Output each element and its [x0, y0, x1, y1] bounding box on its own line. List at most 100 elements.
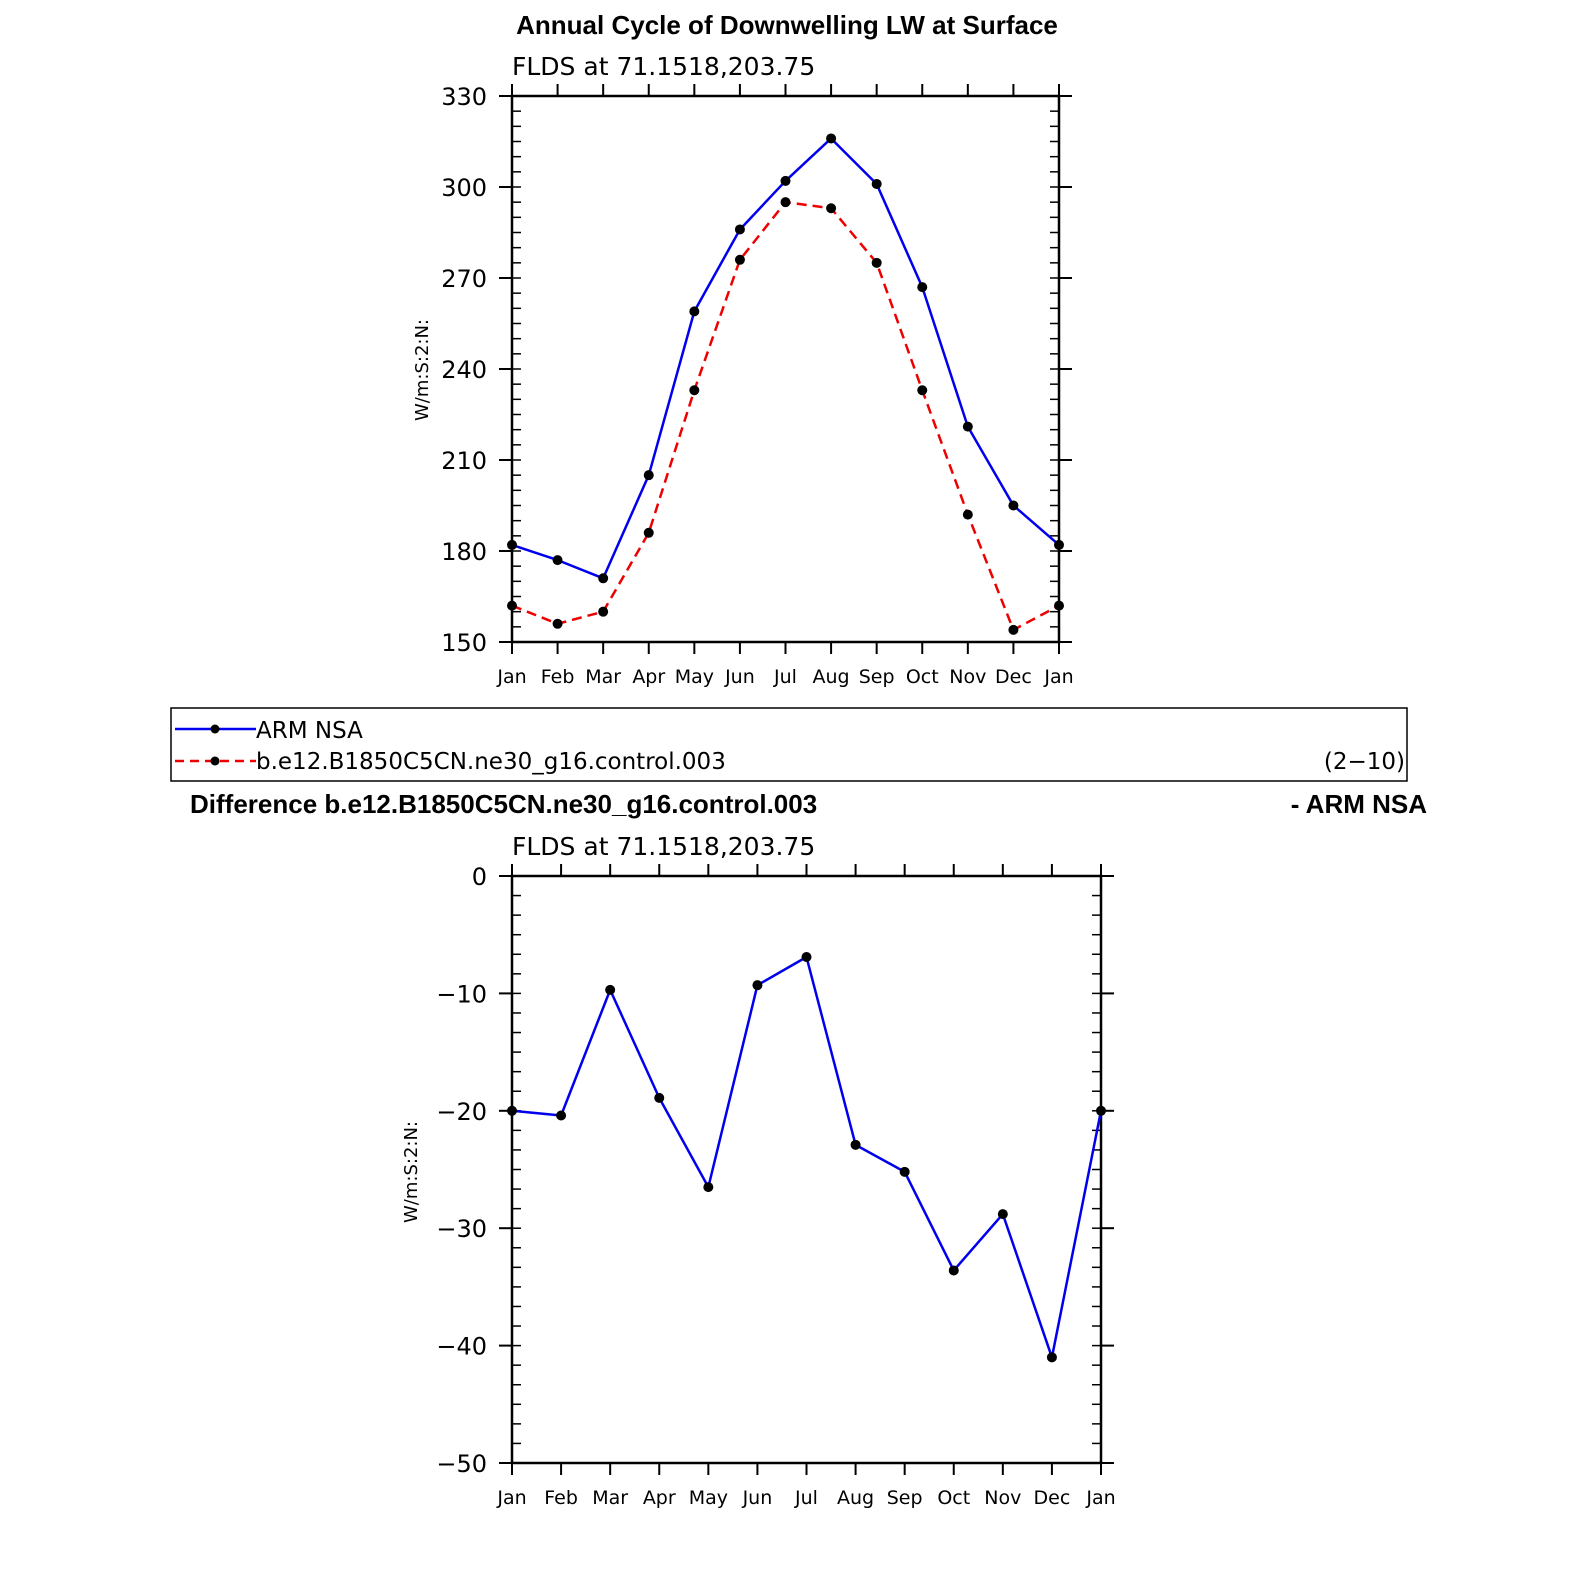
diff-series-0-point [850, 1139, 861, 1150]
diff-plot-border [510, 874, 1103, 1465]
series-1-point [734, 254, 745, 265]
diff-x-tick-label: Nov [984, 1487, 1021, 1509]
series-0-point [507, 539, 517, 550]
diff-series-0-point [605, 984, 616, 995]
diff-x-tick-label: Aug [837, 1487, 874, 1509]
series-1-point [962, 509, 973, 520]
series-1-point [1054, 600, 1064, 611]
series-0-point [826, 133, 837, 144]
diff-series-0-point [997, 1209, 1008, 1220]
x-tick-label: Mar [585, 666, 621, 688]
diff-y-tick-label: 0 [472, 863, 487, 891]
series-line-1 [511, 200, 1060, 632]
diff-series-0-point [1096, 1105, 1106, 1116]
annual-cycle-panel: Annual Cycle of Downwelling LW at Surfac… [412, 10, 1074, 688]
x-tick-label: May [675, 666, 714, 688]
series-0-point [871, 178, 882, 189]
series-1-point [507, 600, 517, 611]
y-tick-label: 180 [441, 538, 487, 566]
x-tick-label: Oct [906, 666, 939, 688]
diff-x-tick-label: Dec [1034, 1487, 1071, 1509]
chart-subtitle: FLDS at 71.1518,203.75 [512, 52, 815, 81]
diff-x-tick-label: Sep [887, 1487, 923, 1509]
diff-series-0-point [556, 1110, 567, 1121]
diff-series-0-point [899, 1166, 910, 1177]
y-tick-label: 270 [441, 265, 487, 293]
difference-plot-frame: Jan Feb Mar Apr May Jun Jul Aug Sep Oct Nov Dec Jan 0… [436, 863, 1115, 1509]
legend-label-obs: ARM NSA [256, 718, 363, 744]
difference-series-layer [507, 952, 1106, 1363]
series-1-point [552, 618, 563, 629]
legend-frame [170, 707, 1408, 782]
x-tick-label: Jul [773, 666, 797, 688]
series-0-point [780, 175, 791, 186]
series-0-point [1008, 500, 1019, 511]
series-1-point [826, 203, 837, 214]
diff-y-tick-label: −30 [436, 1215, 487, 1243]
plot-frame: Jan Feb Mar Apr May Jun Jul Aug Sep Oct Nov Dec Jan 3… [441, 83, 1073, 688]
y-tick-label: 210 [441, 447, 487, 475]
diff-x-tick-label: Apr [643, 1487, 676, 1509]
diff-series-0-point [1046, 1352, 1057, 1363]
diff-series-0-point [703, 1182, 714, 1193]
x-tick-label: Sep [859, 666, 895, 688]
series-0-point [689, 306, 700, 317]
series-1-point [871, 257, 882, 268]
diff-x-tick-label: Jan [1085, 1487, 1115, 1509]
difference-subtitle: FLDS at 71.1518,203.75 [512, 832, 815, 861]
y-tick-label: 330 [441, 83, 487, 111]
x-tick-label: Jan [1043, 666, 1073, 688]
x-tick-label: Aug [813, 666, 850, 688]
difference-title-right: - ARM NSA [1291, 789, 1427, 819]
diff-series-0-point [801, 952, 812, 963]
diff-y-tick-label: −20 [436, 1098, 487, 1126]
diff-series-0-point [948, 1265, 959, 1276]
diff-y-tick-label: −50 [436, 1450, 487, 1478]
series-0-point [598, 573, 609, 584]
legend-marker-obs [210, 724, 220, 734]
series-0-point [552, 555, 563, 566]
chart-title: Annual Cycle of Downwelling LW at Surfac… [516, 10, 1058, 40]
x-tick-label: Feb [541, 666, 575, 688]
diff-series-0-point [654, 1092, 665, 1103]
series-1-point [598, 606, 609, 617]
series-1-point [780, 197, 791, 208]
legend-label-model: b.e12.B1850C5CN.ne30_g16.control.003 [256, 749, 726, 775]
diff-x-tick-label: Feb [544, 1487, 578, 1509]
series-1-point [917, 385, 928, 396]
x-tick-label: Dec [995, 666, 1032, 688]
series-0-point [962, 421, 973, 432]
difference-title: Difference b.e12.B1850C5CN.ne30_g16.cont… [190, 789, 817, 819]
x-tick-label: Jan [496, 666, 526, 688]
legend-note: (2−10) [1324, 749, 1405, 775]
diff-x-tick-label: Mar [592, 1487, 628, 1509]
y-axis-label: W/m:S:2:N: [412, 319, 433, 421]
difference-y-axis-label: W/m:S:2:N: [401, 1121, 422, 1223]
series-0-point [1054, 539, 1064, 550]
y-tick-label: 300 [441, 174, 487, 202]
x-tick-label: Jun [724, 666, 755, 688]
diff-x-tick-label: Jul [794, 1487, 818, 1509]
y-tick-label: 150 [441, 629, 487, 657]
series-1-point [1008, 624, 1019, 635]
series-layer [507, 133, 1064, 635]
diff-y-tick-label: −10 [436, 980, 487, 1008]
series-0-point [917, 282, 928, 293]
series-1-point [643, 527, 654, 538]
series-0-point [734, 224, 745, 235]
diff-series-0-point [507, 1105, 517, 1116]
series-0-point [643, 470, 654, 481]
y-tick-label: 240 [441, 356, 487, 384]
legend: ARM NSA b.e12.B1850C5CN.ne30_g16.control… [170, 707, 1408, 782]
diff-x-tick-label: May [689, 1487, 728, 1509]
diff-x-tick-label: Jan [496, 1487, 526, 1509]
x-tick-label: Apr [632, 666, 665, 688]
diff-series-line-0 [511, 955, 1103, 1359]
diff-x-tick-label: Oct [937, 1487, 970, 1509]
x-tick-label: Nov [949, 666, 986, 688]
series-1-point [689, 385, 700, 396]
diff-y-tick-label: −40 [436, 1333, 487, 1361]
diff-x-tick-label: Jun [742, 1487, 773, 1509]
legend-marker-model [210, 756, 220, 766]
